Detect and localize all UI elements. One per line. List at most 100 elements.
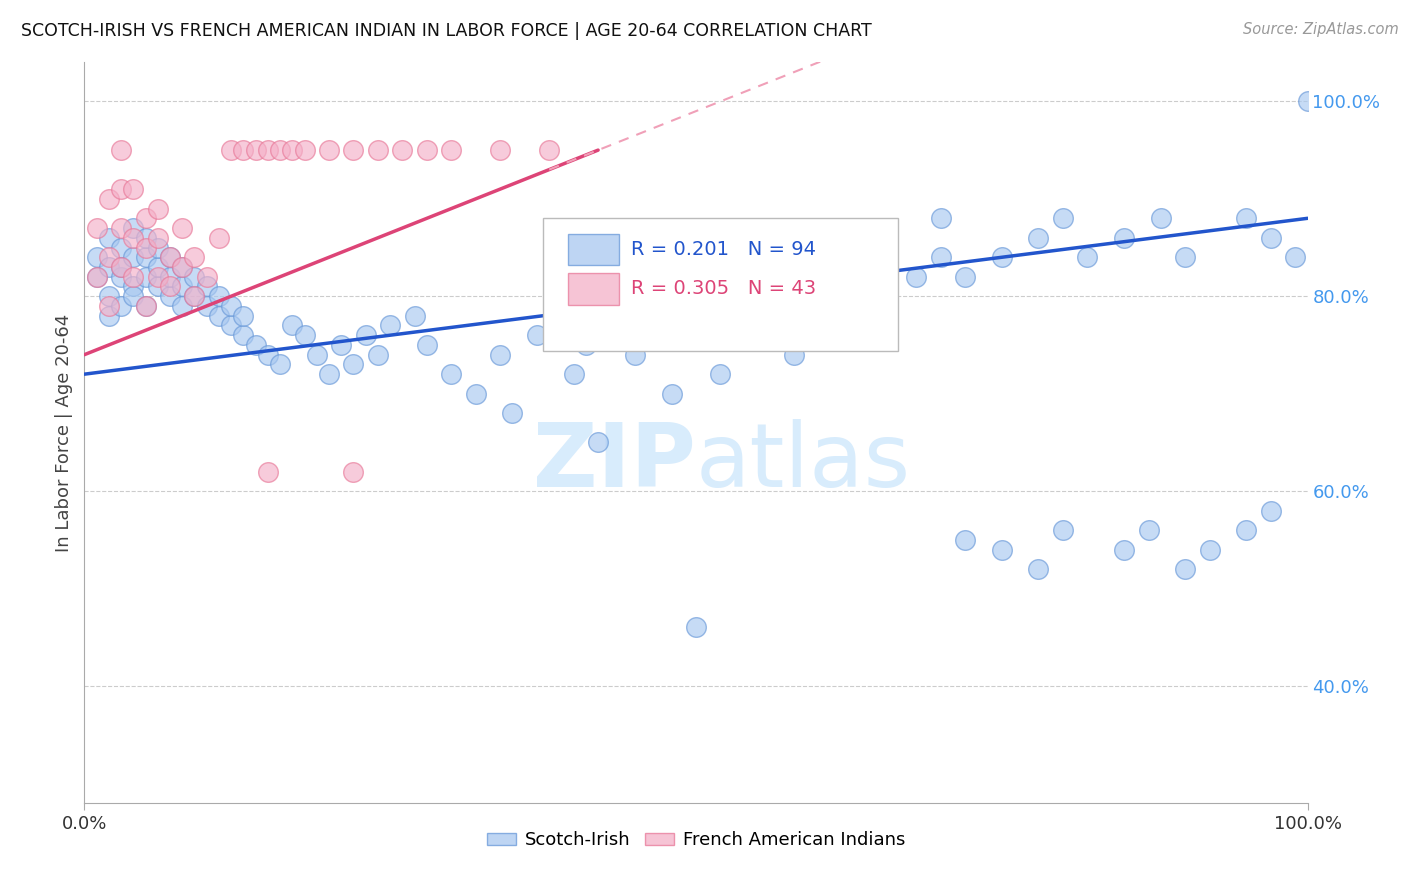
Point [685, 620, 707, 634]
Point [97, 289, 120, 303]
Point [281, 318, 304, 333]
Point [146, 202, 169, 216]
Point [219, 318, 242, 333]
Point [661, 386, 683, 401]
Point [135, 231, 157, 245]
Text: Source: ZipAtlas.com: Source: ZipAtlas.com [1243, 22, 1399, 37]
Point [172, 299, 194, 313]
Point [183, 269, 205, 284]
Y-axis label: In Labor Force | Age 20-64: In Labor Force | Age 20-64 [55, 313, 73, 552]
FancyBboxPatch shape [543, 218, 898, 351]
Point [929, 211, 952, 226]
FancyBboxPatch shape [568, 274, 619, 304]
Point [624, 348, 647, 362]
Point [97, 231, 120, 245]
Point [146, 240, 169, 255]
Point [294, 143, 316, 157]
Point [172, 279, 194, 293]
Point [1236, 211, 1258, 226]
Point [257, 143, 280, 157]
Point [159, 279, 181, 293]
Point [183, 289, 205, 303]
Text: SCOTCH-IRISH VS FRENCH AMERICAN INDIAN IN LABOR FORCE | AGE 20-64 CORRELATION CH: SCOTCH-IRISH VS FRENCH AMERICAN INDIAN I… [21, 22, 872, 40]
Text: R = 0.201   N = 94: R = 0.201 N = 94 [631, 240, 815, 260]
Point [122, 250, 145, 264]
Point [110, 240, 132, 255]
Point [208, 231, 231, 245]
Point [318, 367, 340, 381]
Point [575, 338, 598, 352]
Point [195, 269, 218, 284]
Point [1198, 542, 1220, 557]
FancyBboxPatch shape [568, 235, 619, 265]
Point [1174, 562, 1197, 576]
Point [538, 143, 561, 157]
Point [135, 299, 157, 313]
Point [1174, 250, 1197, 264]
Point [86, 250, 108, 264]
Point [991, 542, 1014, 557]
Point [110, 269, 132, 284]
Point [1114, 542, 1136, 557]
Point [342, 358, 364, 372]
Point [1114, 231, 1136, 245]
Point [97, 250, 120, 264]
Point [1284, 250, 1306, 264]
Point [1260, 503, 1282, 517]
Legend: Scotch-Irish, French American Indians: Scotch-Irish, French American Indians [486, 831, 905, 849]
Point [146, 231, 169, 245]
Point [86, 269, 108, 284]
Point [110, 299, 132, 313]
Point [183, 250, 205, 264]
Point [110, 260, 132, 274]
Point [135, 250, 157, 264]
Point [135, 240, 157, 255]
Point [97, 192, 120, 206]
Point [232, 143, 254, 157]
Point [404, 309, 426, 323]
Point [146, 260, 169, 274]
Point [1052, 211, 1074, 226]
Point [122, 231, 145, 245]
Point [122, 221, 145, 235]
Point [110, 260, 132, 274]
Point [97, 260, 120, 274]
Point [257, 465, 280, 479]
Point [257, 348, 280, 362]
Point [1076, 250, 1098, 264]
Point [586, 435, 609, 450]
Point [831, 309, 853, 323]
Point [159, 250, 181, 264]
Point [1137, 523, 1160, 537]
Point [269, 143, 291, 157]
Point [489, 143, 512, 157]
Point [281, 143, 304, 157]
Point [122, 269, 145, 284]
Point [354, 328, 377, 343]
Point [195, 299, 218, 313]
Point [208, 289, 231, 303]
Point [1052, 523, 1074, 537]
Point [953, 269, 976, 284]
Point [232, 309, 254, 323]
Point [146, 279, 169, 293]
Point [219, 143, 242, 157]
Point [416, 143, 439, 157]
Point [807, 328, 830, 343]
Point [440, 367, 463, 381]
Point [747, 289, 769, 303]
Point [86, 269, 108, 284]
Point [391, 143, 413, 157]
Point [86, 221, 108, 235]
Point [526, 328, 548, 343]
Point [1236, 523, 1258, 537]
Point [1028, 231, 1050, 245]
Point [502, 406, 524, 420]
Point [159, 250, 181, 264]
Point [342, 465, 364, 479]
Text: R = 0.305   N = 43: R = 0.305 N = 43 [631, 278, 817, 298]
Point [294, 328, 316, 343]
Point [159, 269, 181, 284]
Point [330, 338, 353, 352]
Point [1296, 95, 1319, 109]
